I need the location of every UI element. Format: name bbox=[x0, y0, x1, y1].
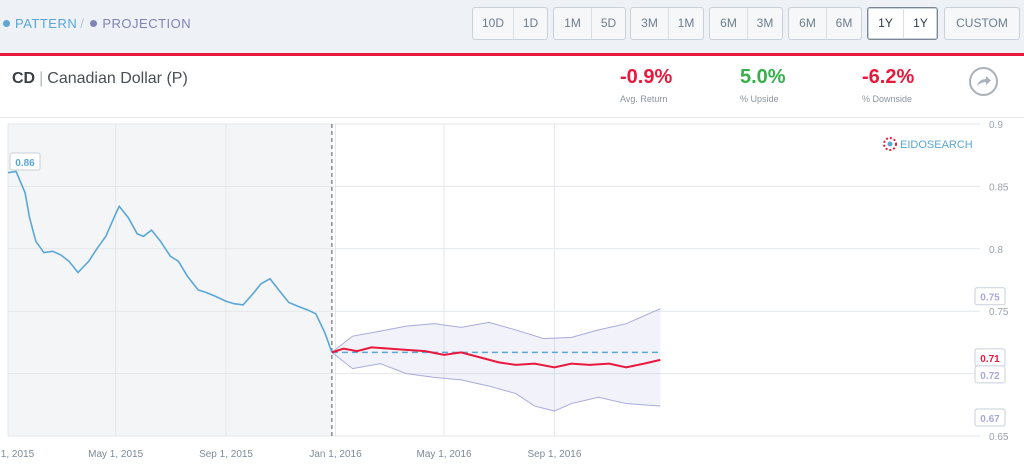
range-button-6m-6m[interactable]: 6M 6M bbox=[788, 7, 862, 40]
range-button-label: 5D bbox=[591, 8, 625, 39]
range-button-label: 3M bbox=[747, 8, 782, 39]
stat-value: 5.0% bbox=[740, 66, 786, 88]
label-upper-text: 0.75 bbox=[980, 293, 1000, 304]
band-area bbox=[331, 308, 661, 412]
confidence-band bbox=[331, 308, 661, 412]
stat-label: Avg. Return bbox=[620, 94, 668, 104]
y-tick-label: 0.8 bbox=[989, 245, 1003, 256]
range-button-label: 1M bbox=[668, 8, 703, 39]
range-button-label: 6M bbox=[720, 16, 737, 30]
x-tick-label: Sep 1, 2015 bbox=[199, 449, 253, 460]
label-start: 0.86 bbox=[9, 152, 41, 171]
eidosearch-watermark: EIDOSEARCH bbox=[883, 137, 973, 151]
label-lower-text: 0.67 bbox=[980, 414, 1000, 425]
share-button[interactable] bbox=[969, 67, 998, 96]
chart-labels: 0.86 0.75 0.71 0.72 0.67 bbox=[9, 152, 1006, 427]
label-baseline-box bbox=[974, 365, 1006, 384]
eidosearch-logo-dot bbox=[887, 141, 893, 147]
chart-lines bbox=[7, 170, 661, 369]
label-upper-box bbox=[974, 287, 1006, 306]
eidosearch-logo-icon bbox=[883, 137, 897, 151]
projection-line bbox=[331, 346, 661, 369]
stat-upside: 5.0% % Upside bbox=[740, 66, 786, 104]
stat-label: % Downside bbox=[862, 94, 913, 104]
label-baseline-text: 0.72 bbox=[980, 371, 1000, 382]
range-button-label: 1Y bbox=[878, 16, 893, 30]
label-upper: 0.75 bbox=[974, 287, 1006, 306]
range-button-label: 1M bbox=[564, 16, 581, 30]
y-tick-label: 0.65 bbox=[989, 432, 1009, 443]
toolbar: PATTERN / PROJECTION 10D 1D 1M 5D 3M 1M … bbox=[0, 0, 1024, 56]
pattern-dot-icon bbox=[3, 20, 10, 27]
instrument-symbol: CD bbox=[12, 70, 36, 87]
label-projection-text: 0.71 bbox=[980, 354, 1000, 365]
custom-range-button[interactable]: CUSTOM bbox=[944, 7, 1020, 40]
range-button-label: 6M bbox=[799, 16, 816, 30]
stat-value: -6.2% bbox=[862, 66, 915, 88]
range-button-label: 6M bbox=[826, 8, 861, 39]
toolbar-accent-line bbox=[0, 53, 1024, 56]
range-button-label: 1Y bbox=[903, 8, 937, 39]
range-button-label: 3M bbox=[641, 16, 658, 30]
instrument-header: CD | Canadian Dollar (P) -0.9% Avg. Return… bbox=[0, 56, 1024, 118]
range-button-1m[interactable]: 1M 5D bbox=[553, 7, 626, 40]
label-lower-box bbox=[974, 408, 1006, 427]
stat-avg-return: -0.9% Avg. Return bbox=[620, 66, 672, 104]
x-tick-label: May 1, 2015 bbox=[88, 449, 143, 460]
x-tick-label: Jan 1, 2015 bbox=[0, 449, 35, 460]
pattern-line bbox=[7, 170, 333, 353]
instrument-name: Canadian Dollar (P) bbox=[47, 70, 188, 87]
y-tick-label: 0.85 bbox=[989, 182, 1009, 193]
legend-projection[interactable]: PROJECTION bbox=[102, 16, 192, 31]
label-baseline: 0.72 bbox=[974, 365, 1006, 384]
range-button-label: 1D bbox=[513, 8, 547, 39]
label-start-box bbox=[9, 152, 41, 171]
projection-dot-icon bbox=[90, 20, 98, 27]
share-arrow-icon bbox=[977, 76, 991, 86]
range-button-1y[interactable]: 1Y 1Y bbox=[867, 7, 938, 40]
band-lower-line bbox=[331, 351, 661, 412]
x-tick-label: May 1, 2016 bbox=[417, 449, 472, 460]
pattern-region-bg bbox=[8, 124, 332, 436]
stat-downside: -6.2% % Downside bbox=[862, 66, 914, 104]
label-start-text: 0.86 bbox=[15, 158, 35, 169]
range-button-label: 10D bbox=[481, 16, 504, 30]
y-tick-label: 0.9 bbox=[989, 120, 1003, 131]
legend-separator: / bbox=[80, 16, 85, 31]
range-button-3m[interactable]: 3M 1M bbox=[630, 7, 704, 40]
label-lower: 0.67 bbox=[974, 408, 1006, 427]
title-divider: | bbox=[39, 70, 44, 87]
x-tick-label: Jan 1, 2016 bbox=[309, 449, 362, 460]
x-tick-label: Sep 1, 2016 bbox=[527, 449, 581, 460]
stat-label: % Upside bbox=[740, 94, 779, 104]
stat-value: -0.9% bbox=[620, 66, 673, 88]
range-button-6m-3m[interactable]: 6M 3M bbox=[709, 7, 783, 40]
legend: PATTERN / PROJECTION bbox=[3, 16, 191, 31]
label-projection: 0.71 bbox=[974, 348, 1006, 367]
watermark-text: EIDOSEARCH bbox=[900, 139, 973, 151]
legend-pattern[interactable]: PATTERN bbox=[15, 16, 78, 31]
instrument-title: CD | Canadian Dollar (P) bbox=[12, 70, 188, 88]
band-upper-line bbox=[331, 308, 661, 353]
y-tick-label: 0.75 bbox=[989, 307, 1009, 318]
range-button-10d[interactable]: 10D 1D bbox=[472, 7, 548, 40]
